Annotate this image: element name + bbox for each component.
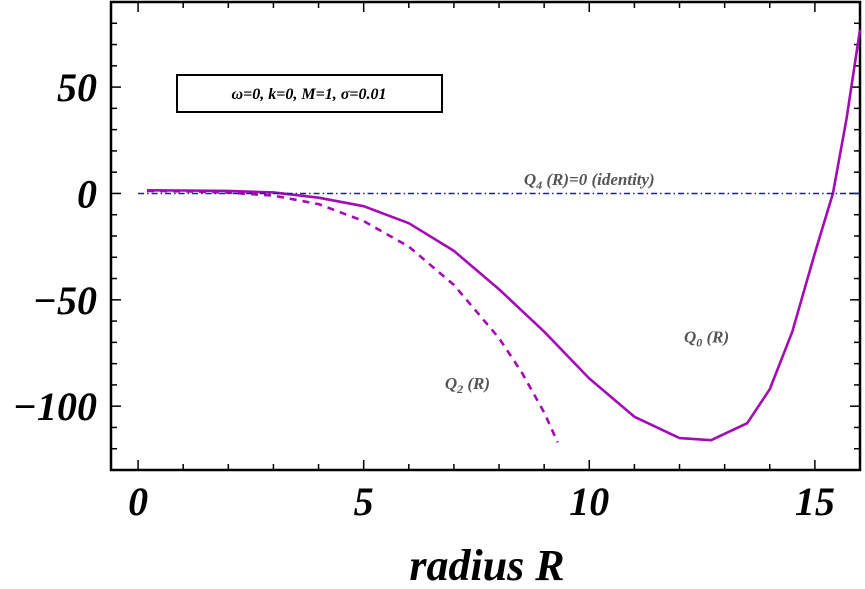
series-line-q2 <box>147 189 559 443</box>
x-tick-label: 0 <box>128 479 148 524</box>
parameter-box <box>176 74 443 113</box>
curve-label-base: Q <box>445 374 457 393</box>
curve-label-base: Q <box>684 327 696 346</box>
x-tick-label: 15 <box>795 479 835 524</box>
plot-frame <box>109 0 862 472</box>
y-tick-label: −50 <box>33 278 97 323</box>
curve-label-rest: (R) <box>463 374 490 393</box>
series-lines <box>138 29 862 443</box>
curve-label-base: Q <box>524 170 536 189</box>
curve-label-subscript: 2 <box>456 382 463 396</box>
x-axis-title: radius R <box>409 541 564 589</box>
curve-label: Q0 (R) <box>684 327 729 349</box>
curve-label-subscript: 0 <box>696 335 702 349</box>
y-tick-label: −100 <box>13 384 97 429</box>
y-tick-label: 0 <box>77 171 97 216</box>
x-tick-label: 5 <box>354 479 374 524</box>
axis-ticks <box>111 2 861 470</box>
plot-border <box>109 0 862 472</box>
parameter-legend: ω=0, k=0, M=1, σ=0.01 <box>176 74 443 113</box>
curve-label-subscript: 4 <box>535 178 542 192</box>
curve-label-rest: (R) <box>702 327 729 346</box>
curve-label: Q4 (R)=0 (identity) <box>524 170 655 192</box>
curve-label: Q2 (R) <box>445 374 490 396</box>
parameter-text: ω=0, k=0, M=1, σ=0.01 <box>232 86 387 103</box>
curve-label-rest: (R)=0 (identity) <box>542 170 655 189</box>
y-tick-label: 50 <box>57 65 97 110</box>
x-tick-label: 10 <box>569 479 609 524</box>
curve-annotations: Q4 (R)=0 (identity)Q0 (R)Q2 (R) <box>445 170 729 396</box>
tick-labels: 0 5 10 15 50 0 −50 −100 <box>13 65 835 524</box>
